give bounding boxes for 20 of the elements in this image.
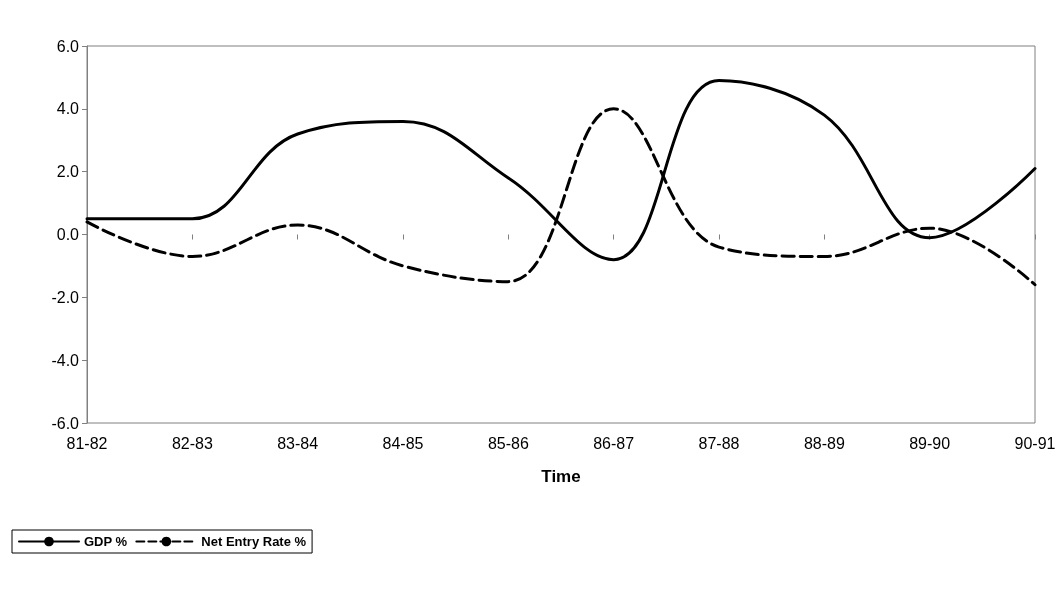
x-tick-label: 84-85 (382, 434, 424, 452)
x-tick-label: 87-88 (698, 434, 740, 452)
x-tick-label: 85-86 (487, 434, 529, 452)
y-tick-label: 4.0 (56, 100, 80, 118)
x-tick-label: 82-83 (171, 434, 213, 452)
x-tick-label: 89-90 (909, 434, 951, 452)
y-tick-label: 0.0 (56, 226, 80, 243)
x-tick-label: 83-84 (277, 434, 319, 452)
x-tick-label: 86-87 (593, 434, 635, 452)
y-tick-label: 6.0 (56, 37, 80, 55)
x-axis-title: Time (541, 467, 581, 486)
x-tick-label: 90-91 (1014, 434, 1056, 452)
x-tick-label: 88-89 (803, 434, 845, 452)
y-tick-label: -4.0 (51, 351, 80, 369)
y-tick-label: -6.0 (51, 414, 80, 432)
y-tick-label: 2.0 (56, 163, 80, 181)
legend-label: Net Entry Rate % (201, 534, 307, 549)
x-tick-label: 81-82 (66, 434, 108, 452)
legend-label: GDP % (84, 534, 128, 549)
y-tick-label: -2.0 (51, 288, 80, 306)
